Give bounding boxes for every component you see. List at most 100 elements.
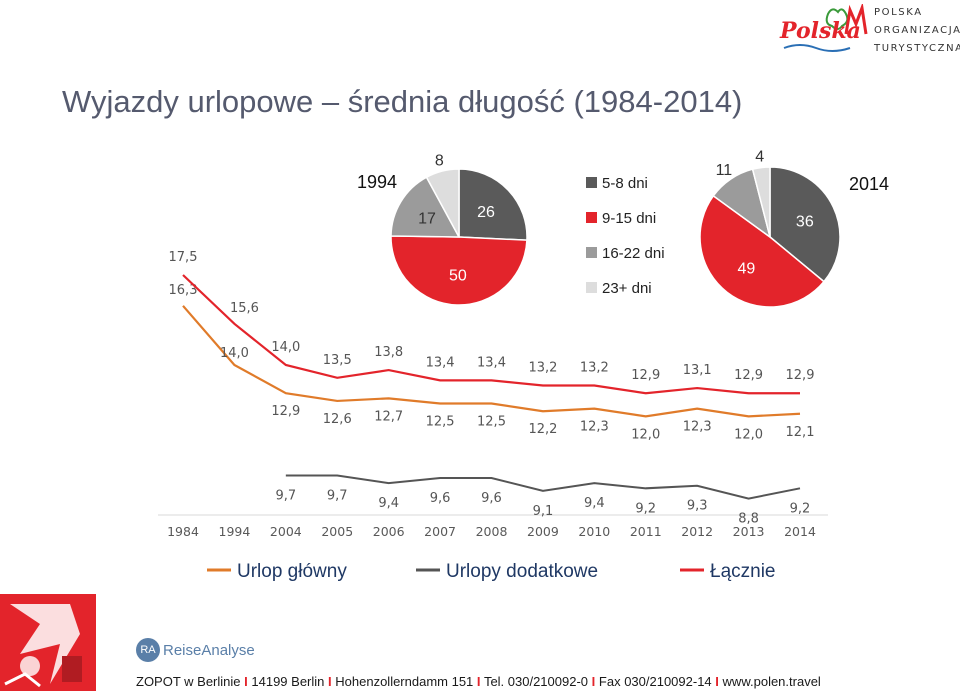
data-label: 13,8	[374, 345, 403, 360]
footer-part: Tel. 030/210092-0	[483, 674, 589, 689]
pie-slice-5-8 dni	[458, 168, 528, 241]
data-label: 12,5	[426, 415, 455, 430]
legend-label: Urlopy dodatkowe	[446, 561, 598, 582]
data-label: 9,4	[584, 496, 605, 511]
pie-title: 2014	[849, 174, 889, 194]
data-label: 12,0	[631, 427, 660, 442]
x-tick-label: 1984	[167, 524, 199, 539]
data-label: 12,9	[734, 368, 763, 383]
series-line-Łącznie	[182, 274, 800, 395]
legend-label: Łącznie	[710, 561, 776, 582]
x-tick-label: 2005	[321, 524, 353, 539]
data-label: 13,4	[426, 355, 455, 370]
x-tick-label: 2011	[630, 524, 662, 539]
data-label: 9,2	[635, 501, 656, 516]
data-label: 9,7	[327, 488, 348, 503]
series-line-Urlopy dodatkowe	[285, 474, 801, 500]
x-tick-label: 2010	[578, 524, 610, 539]
pie-legend-swatch	[586, 247, 597, 258]
pie-label: 4	[755, 149, 764, 166]
footer-part: Hohenzollerndamm 151	[335, 674, 474, 689]
pie-label: 11	[716, 162, 733, 179]
footer-part: ZOPOT w Berlinie	[136, 674, 241, 689]
data-label: 9,7	[275, 488, 296, 503]
pie-slice-9-15 dni	[699, 194, 825, 308]
x-tick-label: 2009	[527, 524, 559, 539]
data-label: 12,9	[631, 368, 660, 383]
data-label: 9,2	[790, 501, 811, 516]
pie-slice-16-22 dni	[390, 176, 461, 238]
data-label: 14,0	[220, 346, 249, 361]
data-label: 12,3	[683, 420, 712, 435]
data-label: 12,7	[374, 409, 403, 424]
pie-title: 1994	[357, 172, 397, 192]
series-line-Urlop główny	[182, 305, 801, 418]
x-tick-label: 2013	[733, 524, 765, 539]
data-label: 13,2	[580, 361, 609, 376]
ra-text: ReiseAnalyse	[163, 641, 255, 659]
data-label: 13,1	[683, 363, 712, 378]
pie-label: 50	[449, 267, 467, 284]
pie-label: 17	[418, 211, 436, 228]
x-tick-label: 2012	[681, 524, 713, 539]
logo-line: POLSKA	[874, 7, 923, 18]
x-tick-label: 1994	[219, 524, 251, 539]
pie-label: 36	[796, 214, 814, 231]
footer-part: Fax 030/210092-14	[598, 674, 712, 689]
data-label: 12,9	[271, 404, 300, 419]
data-label: 13,4	[477, 355, 506, 370]
pie-legend-label: 23+ dni	[602, 280, 652, 297]
data-label: 12,5	[477, 415, 506, 430]
data-label: 12,6	[323, 412, 352, 427]
logo-word: Polska	[780, 18, 861, 44]
ra-badge: RA	[136, 638, 160, 662]
pie-label: 8	[435, 152, 444, 169]
pie-slice-5-8 dni	[769, 166, 841, 283]
footer-separator: I	[328, 674, 332, 689]
footer-separator: I	[591, 674, 596, 689]
x-tick-label: 2006	[373, 524, 405, 539]
x-tick-label: 2007	[424, 524, 456, 539]
data-label: 15,6	[230, 301, 259, 316]
data-label: 13,5	[323, 353, 352, 368]
logo-line: TURYSTYCZNA	[874, 43, 960, 54]
data-label: 17,5	[169, 250, 198, 265]
pot-logo: Polska POLSKA ORGANIZACJA TURYSTYCZNA	[780, 4, 960, 54]
pie-legend-swatch	[586, 177, 597, 188]
x-tick-label: 2008	[476, 524, 508, 539]
pie-slice-23+ dni	[751, 166, 771, 238]
x-tick-label: 2014	[784, 524, 816, 539]
data-label: 12,1	[786, 425, 815, 440]
logo-graphic-icon	[783, 4, 868, 52]
x-tick-label: 2004	[270, 524, 302, 539]
footer-part: www.polen.travel	[722, 674, 821, 689]
data-label: 8,8	[738, 512, 759, 527]
data-label: 13,2	[528, 361, 557, 376]
pie-legend-swatch	[586, 212, 597, 223]
data-label: 12,0	[734, 427, 763, 442]
footer-part: 14199 Berlin	[251, 674, 325, 689]
data-label: 9,6	[430, 491, 451, 506]
data-label: 16,3	[169, 283, 198, 298]
pie-slice-9-15 dni	[390, 235, 528, 306]
footer-separator: I	[715, 674, 719, 689]
data-label: 9,3	[687, 499, 708, 514]
logo-line: ORGANIZACJA	[874, 25, 960, 36]
logo-lines: POLSKA ORGANIZACJA TURYSTYCZNA	[874, 4, 960, 58]
data-label: 12,9	[786, 368, 815, 383]
data-label: 9,6	[481, 491, 502, 506]
footer-separator: I	[476, 674, 481, 689]
page-title: Wyjazdy urlopowe – średnia długość (1984…	[62, 84, 743, 119]
pie-slice-23+ dni	[425, 168, 460, 238]
footer-separator: I	[244, 674, 248, 689]
footer: ZOPOT w Berlinie I 14199 Berlin I Hohenz…	[136, 674, 821, 689]
data-label: 12,3	[580, 420, 609, 435]
decorative-poster-image	[0, 594, 96, 691]
data-label: 14,0	[271, 340, 300, 355]
pie-legend-swatch	[586, 282, 597, 293]
chart-area: 1984 1994 2004 2005 2006 2007 2008 2009 2010 2011…	[158, 149, 889, 582]
data-label: 9,4	[378, 496, 399, 511]
pie-legend-label: 9-15 dni	[602, 210, 656, 227]
data-label: 9,1	[533, 504, 554, 519]
data-label: 12,2	[528, 422, 557, 437]
